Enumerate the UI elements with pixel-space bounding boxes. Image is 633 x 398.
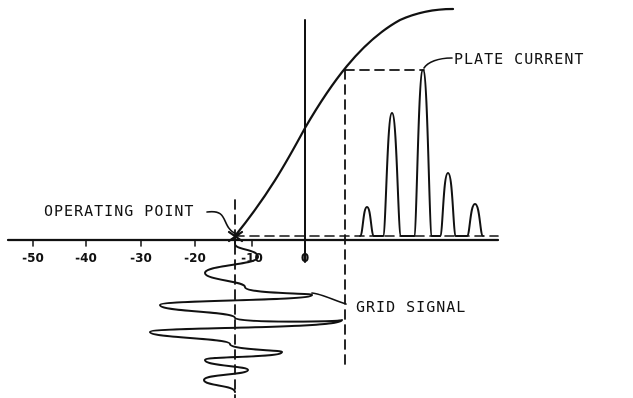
current-pulse xyxy=(413,69,433,237)
plate-current-leader xyxy=(423,57,453,69)
grid-signal-label: GRID SIGNAL xyxy=(356,298,466,316)
axis-tick-labels: -50 -40 -30 -20 -10 0 xyxy=(22,251,309,265)
dashed-reference-lines xyxy=(234,69,499,398)
tick-label: -30 xyxy=(130,251,152,265)
tick-label: -40 xyxy=(75,251,97,265)
current-pulse xyxy=(359,206,375,237)
grid-signal-leader xyxy=(311,292,347,305)
operating-point-leader xyxy=(206,210,237,235)
plate-current-label: PLATE CURRENT xyxy=(454,50,584,68)
current-pulse xyxy=(466,203,484,237)
axis-ticks xyxy=(32,239,253,247)
characteristic-curve xyxy=(233,7,455,238)
operating-point-marker xyxy=(227,230,244,243)
current-pulse xyxy=(439,172,457,237)
operating-point-label: OPERATING POINT xyxy=(44,202,194,220)
tick-label: 0 xyxy=(301,251,309,265)
grid-signal-waveform xyxy=(149,235,343,393)
tick-label: -20 xyxy=(184,251,206,265)
tick-label: -50 xyxy=(22,251,44,265)
current-pulse xyxy=(382,112,402,237)
plate-current-waveform xyxy=(359,69,484,237)
